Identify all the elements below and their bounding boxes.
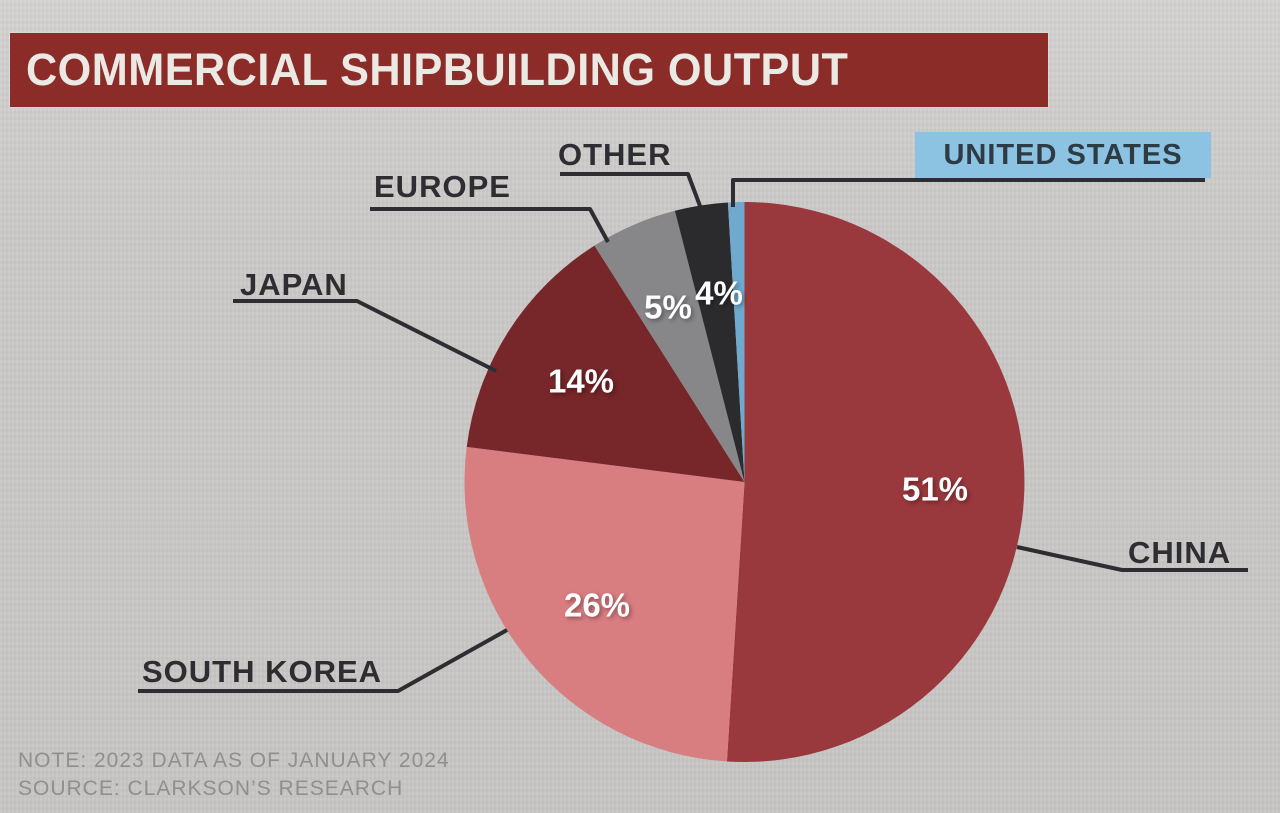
footnote-note-line: NOTE: 2023 DATA AS OF JANUARY 2024	[18, 749, 450, 772]
label-china: CHINA	[1128, 535, 1232, 570]
label-south-korea: SOUTH KOREA	[142, 654, 383, 689]
leader-line-south-korea	[138, 628, 508, 693]
footnote-source-line: SOURCE: CLARKSON’S RESEARCH	[18, 777, 404, 800]
pie-percent-label-other: 4%	[695, 275, 743, 312]
pie-slice-europe	[594, 210, 745, 483]
label-europe: EUROPE	[374, 169, 511, 204]
pie-percent-label-south-korea: 26%	[564, 587, 630, 624]
leader-line-united-states	[731, 178, 1205, 207]
pie-slice-japan	[466, 245, 745, 482]
leader-line-other	[560, 172, 702, 207]
title-bar: COMMERCIAL SHIPBUILDING OUTPUT	[10, 33, 1048, 107]
label-united-states-highlight: UNITED STATES	[915, 132, 1211, 178]
pie-slice-united-states	[727, 202, 745, 482]
footnote: NOTE: 2023 DATA AS OF JANUARY 2024 SOURC…	[18, 747, 450, 803]
pie-slice-south-korea	[464, 446, 745, 762]
pie-percent-label-japan: 14%	[548, 363, 614, 400]
leader-line-europe	[370, 207, 610, 243]
leader-line-japan	[233, 299, 497, 373]
label-united-states: UNITED STATES	[943, 138, 1183, 171]
label-other: OTHER	[558, 137, 672, 172]
pie-slices: 51% 26% 14% 5% 4%	[464, 202, 1025, 762]
pie-slice-china	[726, 202, 1025, 762]
pie-slice-other	[674, 202, 745, 483]
pie-percent-label-china: 51%	[902, 471, 968, 508]
leader-line-china	[1016, 545, 1248, 572]
pie-percent-label-europe: 5%	[644, 289, 692, 326]
page-title: COMMERCIAL SHIPBUILDING OUTPUT	[26, 44, 849, 95]
label-japan: JAPAN	[240, 267, 348, 302]
